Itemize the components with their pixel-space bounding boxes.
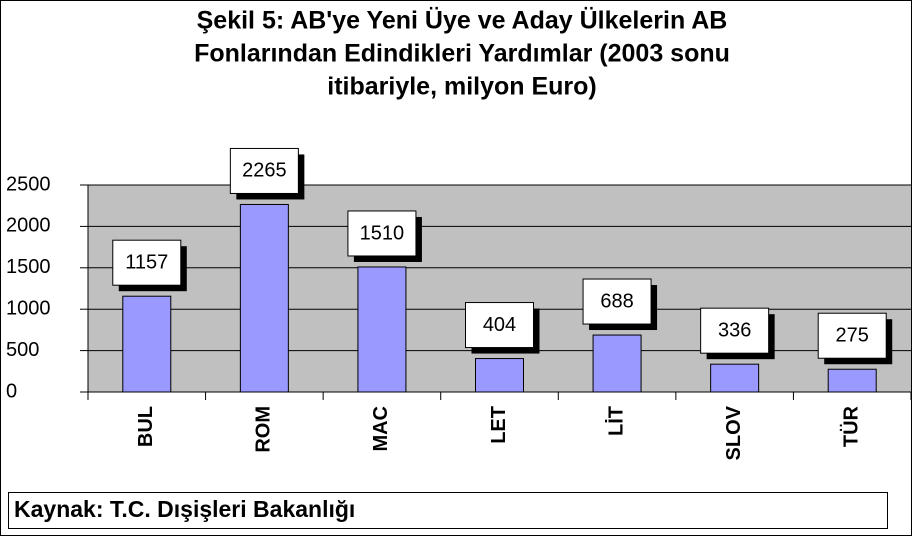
label-box — [582, 278, 652, 325]
label-box — [347, 210, 417, 257]
label-box — [700, 307, 770, 354]
y-tick-label: 2000 — [6, 215, 51, 237]
bar — [357, 266, 407, 393]
source-box — [8, 492, 888, 529]
data-label: 275 — [836, 325, 869, 347]
x-tick-label: SLOV — [723, 405, 745, 460]
chart-title: Fonlarından Edindikleri Yardımlar (2003 … — [194, 40, 730, 68]
label-box — [465, 302, 534, 349]
bar — [239, 203, 289, 393]
data-label: 336 — [718, 319, 751, 341]
x-tick-label: LİT — [604, 406, 627, 436]
x-tick-label: MAC — [370, 406, 392, 452]
label-box — [229, 147, 299, 194]
y-tick-label: 2500 — [6, 173, 51, 195]
bar — [827, 368, 877, 393]
y-tick-label: 1000 — [6, 297, 51, 319]
bar — [475, 358, 524, 393]
x-tick-label: TÜR — [839, 405, 862, 447]
data-label: 2265 — [242, 160, 287, 182]
data-label: 404 — [483, 314, 516, 336]
bar — [592, 334, 642, 393]
bar — [710, 363, 760, 393]
y-tick-label: 1500 — [6, 256, 51, 278]
x-tick-label: ROM — [253, 406, 275, 453]
source: Kaynak: T.C. Dışişleri Bakanlığı — [14, 496, 355, 522]
x-tick-label: BUL — [135, 406, 157, 447]
y-tick-label: 500 — [6, 339, 39, 361]
label-box — [817, 312, 887, 359]
data-label: 1510 — [360, 222, 405, 244]
chart-title: itibariyle, milyon Euro) — [327, 73, 597, 101]
data-label: 688 — [600, 290, 633, 312]
chart-title: Şekil 5: AB'ye Yeni Üye ve Aday Ülkeleri… — [197, 6, 728, 35]
label-box — [112, 239, 182, 286]
y-tick-label: 0 — [6, 380, 17, 402]
data-label: 1157 — [125, 251, 168, 273]
bar — [122, 295, 172, 393]
x-tick-label: LET — [488, 406, 510, 444]
